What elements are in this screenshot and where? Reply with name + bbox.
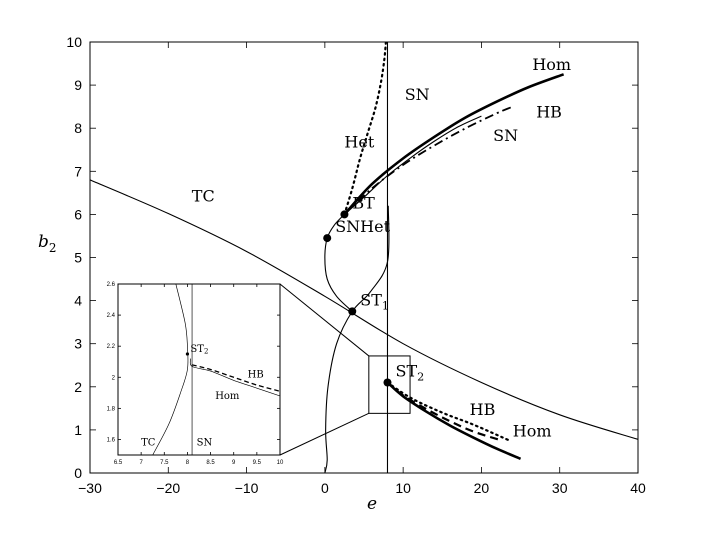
y-tick-label: 10 bbox=[66, 34, 82, 50]
y-tick-label: 2.4 bbox=[107, 313, 116, 319]
x-tick-label: 20 bbox=[474, 480, 490, 496]
plot-frame bbox=[117, 283, 281, 456]
x-tick-label: 30 bbox=[552, 480, 568, 496]
point-label-st2: ST2 bbox=[190, 344, 208, 356]
y-tick-label: 9 bbox=[74, 77, 82, 93]
curve-label-hom: Hom bbox=[215, 391, 240, 402]
y-tick-label: 2.6 bbox=[107, 282, 116, 288]
zoom-connector-bottom bbox=[279, 412, 370, 456]
y-axis-label: b2 bbox=[38, 232, 57, 255]
curve-label-hom: Hom bbox=[532, 55, 571, 74]
y-axis-label-subscript: 2 bbox=[49, 241, 57, 255]
curve-tc bbox=[90, 179, 638, 440]
x-tick-label: −30 bbox=[78, 480, 102, 496]
curve-branch bbox=[386, 381, 510, 442]
curve-label-hom: Hom bbox=[513, 421, 552, 440]
curve-hom bbox=[343, 73, 565, 216]
x-tick-label: 8.5 bbox=[206, 460, 215, 466]
point-snhet bbox=[323, 234, 332, 243]
x-tick-label: 40 bbox=[630, 480, 646, 496]
point-label-snhet: SNHet bbox=[335, 217, 390, 236]
point-label-text: BT bbox=[352, 193, 375, 212]
inset-plot: 6.5 7 7.5 8 8.5 9 9.5 101.61.822.22.42.6ST2HBHo… bbox=[107, 282, 370, 466]
curve-label-hb: HB bbox=[536, 102, 562, 121]
y-tick-label: 2 bbox=[74, 379, 82, 395]
x-tick-label: 9 bbox=[232, 460, 236, 466]
y-tick-label: 1 bbox=[74, 422, 82, 438]
point-st2 bbox=[185, 352, 190, 356]
x-tick-label: −20 bbox=[156, 480, 180, 496]
point-st2 bbox=[383, 378, 392, 387]
x-axis-label: e bbox=[367, 494, 377, 514]
y-axis-label-text: b bbox=[38, 232, 49, 252]
point-label-subscript: 1 bbox=[382, 299, 389, 312]
point-bt bbox=[340, 210, 349, 219]
x-tick-label: 8 bbox=[186, 460, 190, 466]
curve-hb bbox=[191, 364, 280, 392]
curve-hb bbox=[386, 381, 502, 442]
x-tick-label: −10 bbox=[235, 480, 259, 496]
curve-group bbox=[152, 284, 280, 455]
x-tick-label: 7.5 bbox=[160, 460, 169, 466]
curve-sn bbox=[344, 115, 482, 215]
point-label-bt: BT bbox=[352, 193, 375, 212]
curve-label-sn: SN bbox=[493, 126, 518, 145]
point-label-text: ST bbox=[190, 344, 204, 355]
curve-group bbox=[90, 42, 638, 473]
curve-hb bbox=[343, 105, 514, 216]
curve-het bbox=[343, 42, 388, 216]
y-tick-label: 1.6 bbox=[107, 437, 116, 443]
y-tick-label: 6 bbox=[74, 206, 82, 222]
point-label-subscript: 2 bbox=[204, 348, 208, 356]
x-tick-label: 7 bbox=[139, 460, 143, 466]
y-tick-label: 2.2 bbox=[107, 344, 116, 350]
x-tick-label: 10 bbox=[277, 460, 284, 466]
y-tick-label: 4 bbox=[74, 293, 82, 309]
y-tick-label: 3 bbox=[74, 336, 82, 352]
curve-label-tc: TC bbox=[192, 186, 215, 205]
point-label-st2: ST2 bbox=[395, 361, 424, 383]
y-tick-label: 1.8 bbox=[107, 406, 116, 412]
curve-label-hb: HB bbox=[470, 400, 496, 419]
curve-label-hb: HB bbox=[248, 369, 264, 380]
y-tick-label: 7 bbox=[74, 163, 82, 179]
point-label-text: SNHet bbox=[335, 217, 390, 236]
x-tick-label: 10 bbox=[395, 480, 411, 496]
y-tick-label: 8 bbox=[74, 120, 82, 136]
curve-label-sn: SN bbox=[197, 438, 213, 449]
curve-tc bbox=[152, 284, 189, 455]
zoom-connector-top bbox=[279, 283, 370, 357]
x-tick-label: 6.5 bbox=[114, 460, 123, 466]
zoom-box bbox=[368, 355, 411, 414]
x-tick-label: 9.5 bbox=[253, 460, 262, 466]
point-label-text: ST bbox=[395, 361, 417, 380]
y-tick-label: 0 bbox=[74, 465, 82, 481]
x-tick-label: 0 bbox=[321, 480, 329, 496]
y-tick-label: 5 bbox=[74, 250, 82, 266]
point-st1 bbox=[348, 307, 357, 316]
y-tick-label: 2 bbox=[112, 375, 116, 381]
point-label-text: ST bbox=[360, 290, 382, 309]
curve-branch bbox=[324, 214, 353, 312]
point-label-subscript: 2 bbox=[417, 370, 424, 383]
point-label-st1: ST1 bbox=[360, 290, 389, 312]
curve-hom bbox=[189, 358, 280, 397]
curve-label-tc: TC bbox=[141, 438, 156, 449]
curve-branch bbox=[324, 205, 390, 473]
curve-label-het: Het bbox=[344, 133, 374, 152]
curve-label-sn: SN bbox=[405, 85, 430, 104]
